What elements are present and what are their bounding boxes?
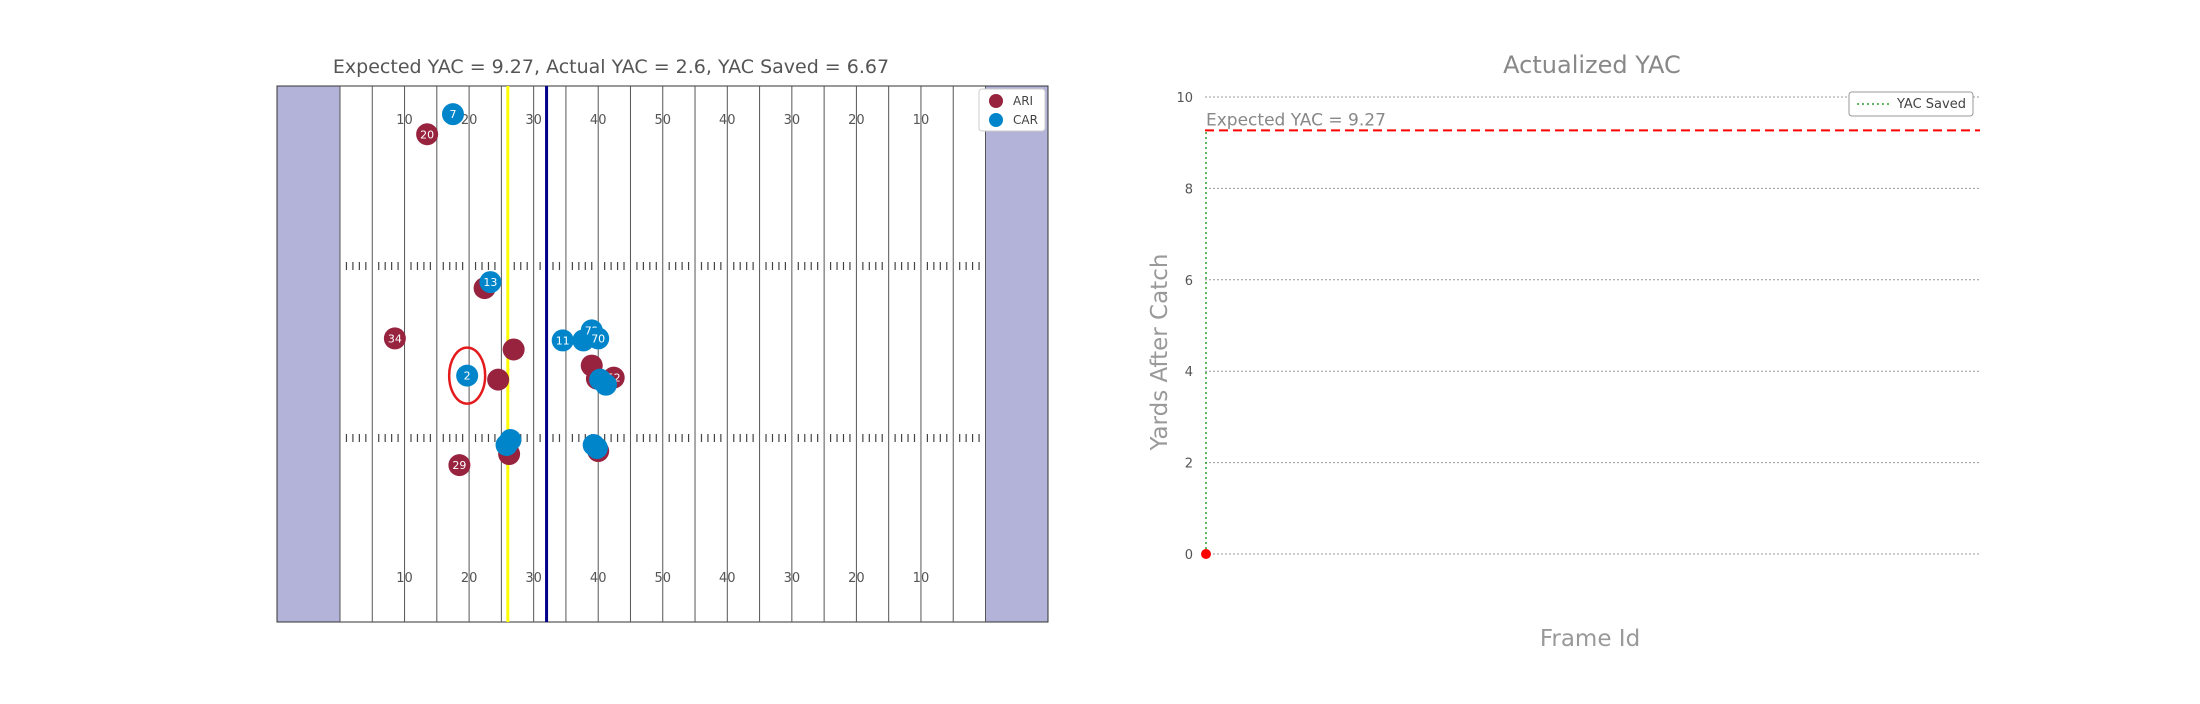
jersey-number: 13 [483,276,497,289]
jersey-number: 70 [591,332,605,345]
y-tick-labels: 0 2 4 6 8 10 [1176,91,1193,563]
player-car [585,437,608,460]
actual-yac-point [1201,549,1211,559]
player-car: 11 [551,329,574,352]
jersey-number: 20 [420,128,434,141]
player-car: 13 [479,271,502,294]
player-marker [587,327,610,350]
yard-number: 10 [913,571,930,586]
yard-number: 20 [461,113,478,128]
jersey-number: 7 [449,108,456,121]
player-ari [487,368,510,391]
yard-number: 10 [913,113,930,128]
players: 203429527131172702 [383,103,625,477]
yac-legend: YAC Saved [1848,91,1974,117]
yard-number: 30 [784,571,801,586]
legend-marker-car [989,113,1003,127]
yard-number: 20 [848,571,865,586]
yac-plot: Actualized YAC 0 2 4 6 8 10 Expected YAC = 9.… [1147,51,1980,652]
yard-lines [339,86,986,622]
y-tick-label: 8 [1185,182,1193,197]
player-car [594,373,617,396]
player-marker [499,428,522,451]
y-tick-label: 10 [1176,91,1193,106]
yac-legend-label: YAC Saved [1896,97,1966,112]
player-marker [585,437,608,460]
player-ari [502,338,525,361]
yard-number: 20 [461,571,478,586]
player-marker [416,123,439,146]
player-marker [479,271,502,294]
player-car: 7 [441,103,464,126]
player-marker [383,327,406,350]
yac-legend-box [1848,91,1974,117]
yac-title: Actualized YAC [1503,51,1681,79]
y-tick-label: 2 [1185,457,1193,472]
player-marker [551,329,574,352]
yard-number: 30 [525,571,542,586]
expected-yac-label: Expected YAC = 9.27 [1206,110,1386,130]
jersey-number: 2 [464,370,471,383]
yard-number: 40 [590,113,607,128]
player-car [499,428,522,451]
jersey-number: 29 [452,459,466,472]
yard-number: 30 [784,113,801,128]
legend-marker-ari [989,94,1003,108]
player-ari: 20 [416,123,439,146]
x-axis-label: Frame Id [1540,626,1640,652]
field-legend: ARI CAR [978,88,1046,132]
field-plot: Expected YAC = 9.27, Actual YAC = 2.6, Y… [276,56,1049,623]
endzone-left [277,86,340,622]
yard-number: 10 [396,571,413,586]
yard-number: 20 [848,113,865,128]
field-title: Expected YAC = 9.27, Actual YAC = 2.6, Y… [333,56,889,78]
ball-carrier-ring [447,346,487,405]
player-ari: 29 [448,454,471,477]
endzone-right [985,86,1048,622]
legend-label-car: CAR [1013,113,1038,127]
yard-numbers-bottom: 10 20 30 40 50 40 30 20 10 [396,571,929,586]
jersey-number: 34 [388,332,402,345]
y-tick-label: 6 [1185,274,1193,289]
y-axis-label: Yards After Catch [1147,254,1173,452]
player-marker [487,368,510,391]
y-tick-label: 0 [1185,548,1193,563]
player-marker [441,103,464,126]
y-gridlines [1205,96,1980,555]
player-car: 2 [456,364,479,387]
player-marker [448,454,471,477]
y-tick-label: 4 [1185,365,1193,380]
yard-number: 40 [590,571,607,586]
yard-number: 50 [654,571,671,586]
yard-number: 40 [719,113,736,128]
yard-number: 40 [719,571,736,586]
yard-numbers-top: 10 20 30 40 50 40 30 20 10 [396,113,929,128]
legend-label-ari: ARI [1013,94,1033,108]
player-marker [502,338,525,361]
player-car: 70 [587,327,610,350]
player-ari: 34 [383,327,406,350]
yard-number: 50 [654,113,671,128]
player-marker [456,364,479,387]
yard-number: 10 [396,113,413,128]
yard-number: 30 [525,113,542,128]
jersey-number: 11 [556,334,570,347]
player-marker [594,373,617,396]
